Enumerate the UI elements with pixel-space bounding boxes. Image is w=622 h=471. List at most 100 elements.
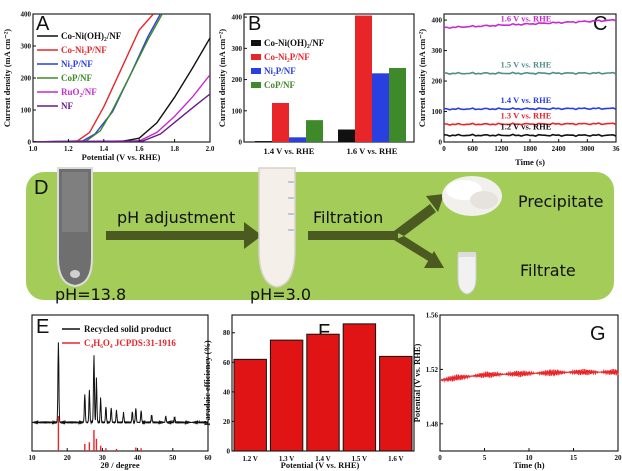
panel-g-x-tick-label: 0 [438,454,442,462]
panel-a-x-tick-label: 1.0 [29,145,38,153]
panel-a-series-line [33,74,210,142]
panel-e-plot [32,342,209,451]
panel-b-legend-swatch [251,68,261,74]
panel-c-y-label: Current density (mA cm⁻²) [417,29,427,127]
panel-b-bar [306,120,323,142]
panel-c-x-tick-label: 0 [442,145,446,153]
ph-start-label: pH=13.8 [55,285,126,304]
panel-c-series-line [443,122,617,126]
panel-c-letter: C [593,13,607,35]
panel-e: E 10 20 30 40 50 60 Recycled solid product C₄H… [29,314,213,470]
panel-c-y-tick-label: 200 [432,78,443,86]
panel-a-legend-label: NF [61,101,73,111]
panel-e-x-label: 2θ / degree [100,460,139,470]
panel-g-plot [440,368,619,384]
panel-b-categories: 1.4 V vs. RHE 1.6 V vs. RHE [264,146,398,156]
panel-e-xrd-pattern [32,342,209,426]
panel-c-x-tick-label: 600 [467,145,478,153]
panel-f-bar [269,339,304,452]
panel-c-x-tick-label: 36 [613,145,621,153]
panel-f-categories: 1.2 V 1.3 V 1.4 V 1.5 V 1.6 V [242,455,403,463]
panel-b: B 0 100 200 300 400 1.4 V vs. RHE 1.6 V vs. R… [217,13,415,156]
panel-f-category-label: 1.5 V [352,455,367,463]
panel-g-letter: G [590,323,606,345]
panel-e-legend-label: C₄H₆O₄ JCPDS:31-1916 [84,338,176,348]
panel-b-bar [372,73,389,142]
panel-b-category-label: 1.4 V vs. RHE [264,146,315,156]
panel-b-y-tick-label: 300 [232,45,243,53]
panel-f-plot [233,323,413,452]
panel-c-x-tick-label: 2400 [552,145,567,153]
panel-g-x-tick-label: 15 [570,454,578,462]
panel-a-series-line [33,37,210,142]
panel-a-x-ticks: 1.0 1.2 1.4 1.6 1.8 2.0 [29,139,215,153]
tube-alkaline-icon [57,167,93,288]
panel-e-x-tick-label: 50 [169,454,177,462]
panel-a: A 1.0 1.2 1.4 1.6 1.8 2.0 0 100 200 300 400 Co-Ni… [2,11,215,163]
panel-c-y-tick-label: 100 [432,108,443,116]
panel-a-x-label: Potential (V vs. RHE) [82,152,161,162]
panel-a-y-tick-label: 0 [28,139,32,147]
panel-b-category-label: 1.6 V vs. RHE [347,146,398,156]
panel-c-series-line [443,107,617,111]
panel-e-legend-label: Recycled solid product [84,324,171,334]
panel-c-y-ticks: 0 100 200 300 400 [432,17,447,147]
panel-c-x-tick-label: 1200 [494,145,509,153]
panel-c: C 0 600 1200 1800 2400 3000 36 0 100 200 300 400 1… [417,13,620,167]
panel-a-y-label: Current density (mA cm⁻²) [2,29,12,127]
panel-b-legend: Co-Ni(OH)₂/NF Co-Ni₂P/NF Ni₂P/NF CoP/NF [251,38,325,90]
panel-c-x-tick-label: 3000 [580,145,595,153]
panel-e-x-tick-label: 40 [134,454,142,462]
panel-e-x-tick-label: 30 [99,454,107,462]
panel-g-y-label: Potential (V vs. RHE) [412,343,422,422]
panel-g: G 0 5 10 15 20 1.48 1.52 1.56 Time (h) Potenti… [412,312,622,471]
panel-b-legend-label: Co-Ni(OH)₂/NF [264,38,325,48]
panel-e-frame [31,314,209,452]
panel-f-y-tick-label: 40 [223,388,231,396]
panel-c-x-label: Time (s) [515,157,545,167]
panel-b-letter: B [248,13,261,35]
panel-c-series-label: 1.3 V vs. RHE [501,110,552,120]
panel-b-bar [289,137,306,142]
filtrate-label: Filtrate [520,261,576,280]
panel-f-category-label: 1.6 V [388,455,403,463]
panel-e-x-tick-label: 60 [205,454,213,462]
panel-a-letter: A [36,13,50,35]
panel-b-plot [255,15,406,143]
panel-f-x-label: Potential (V vs. RHE) [281,460,360,470]
panel-a-x-tick-label: 1.4 [99,145,108,153]
panel-c-y-tick-label: 300 [432,47,443,55]
panel-a-series-line [33,93,210,142]
filtrate-tube-icon [457,252,477,295]
panel-e-x-ticks: 10 20 30 40 50 60 [29,448,213,462]
panel-b-y-tick-label: 200 [232,76,243,84]
panel-b-bar [355,15,372,143]
panel-c-series-label: 1.4 V vs. RHE [501,95,552,105]
panel-e-x-tick-label: 20 [64,454,72,462]
panel-b-legend-swatch [251,82,261,88]
panel-a-y-tick-label: 300 [21,43,32,51]
panel-g-y-tick-label: 1.48 [426,420,439,428]
panel-c-series-line [444,18,617,30]
panel-b-y-label: Current density (mA cm⁻²) [217,29,227,127]
panel-a-y-ticks: 0 100 200 300 400 [21,11,36,147]
panel-g-x-ticks: 0 5 10 15 20 [438,448,622,462]
panel-c-series-label: 1.5 V vs. RHE [501,59,552,69]
panel-a-x-tick-label: 1.2 [64,145,73,153]
panel-b-legend-label: Ni₂P/NF [264,66,296,76]
panel-b-legend-label: CoP/NF [264,80,295,90]
panel-a-x-tick-label: 1.6 [135,145,144,153]
panel-c-x-tick-label: 1800 [523,145,538,153]
panel-e-legend: Recycled solid product C₄H₆O₄ JCPDS:31-19… [62,324,176,348]
panel-b-bar [338,129,355,142]
panel-b-legend-label: Co-Ni₂P/NF [264,52,310,62]
panel-f-y-tick-label: 80 [223,329,231,337]
panel-b-bar [389,68,406,142]
precipitate-label: Precipitate [518,192,603,211]
panel-e-x-tick-label: 10 [29,454,37,462]
panel-d: D pH=13.8 pH adjustment pH=3.0 [26,167,614,304]
panel-b-legend-swatch [251,54,261,60]
ph-adjustment-label: pH adjustment [117,208,235,227]
panel-g-x-label: Time (h) [513,460,544,470]
